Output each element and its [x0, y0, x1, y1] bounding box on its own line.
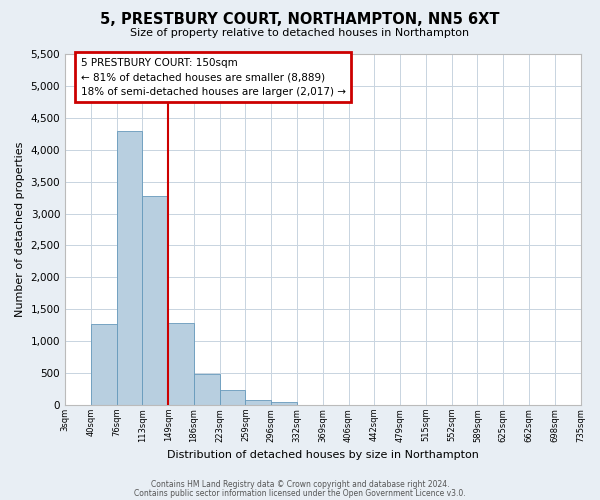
Bar — [91, 324, 116, 405]
Bar — [271, 402, 297, 405]
Text: Contains public sector information licensed under the Open Government Licence v3: Contains public sector information licen… — [134, 488, 466, 498]
X-axis label: Distribution of detached houses by size in Northampton: Distribution of detached houses by size … — [167, 450, 479, 460]
Y-axis label: Number of detached properties: Number of detached properties — [15, 142, 25, 317]
Bar — [194, 374, 220, 405]
Bar — [142, 196, 168, 405]
Bar — [220, 390, 245, 405]
Text: 5, PRESTBURY COURT, NORTHAMPTON, NN5 6XT: 5, PRESTBURY COURT, NORTHAMPTON, NN5 6XT — [100, 12, 500, 28]
Text: Contains HM Land Registry data © Crown copyright and database right 2024.: Contains HM Land Registry data © Crown c… — [151, 480, 449, 489]
Text: 5 PRESTBURY COURT: 150sqm
← 81% of detached houses are smaller (8,889)
18% of se: 5 PRESTBURY COURT: 150sqm ← 81% of detac… — [80, 58, 346, 97]
Bar — [168, 324, 194, 405]
Text: Size of property relative to detached houses in Northampton: Size of property relative to detached ho… — [130, 28, 470, 38]
Bar — [116, 130, 142, 405]
Bar — [245, 400, 271, 405]
